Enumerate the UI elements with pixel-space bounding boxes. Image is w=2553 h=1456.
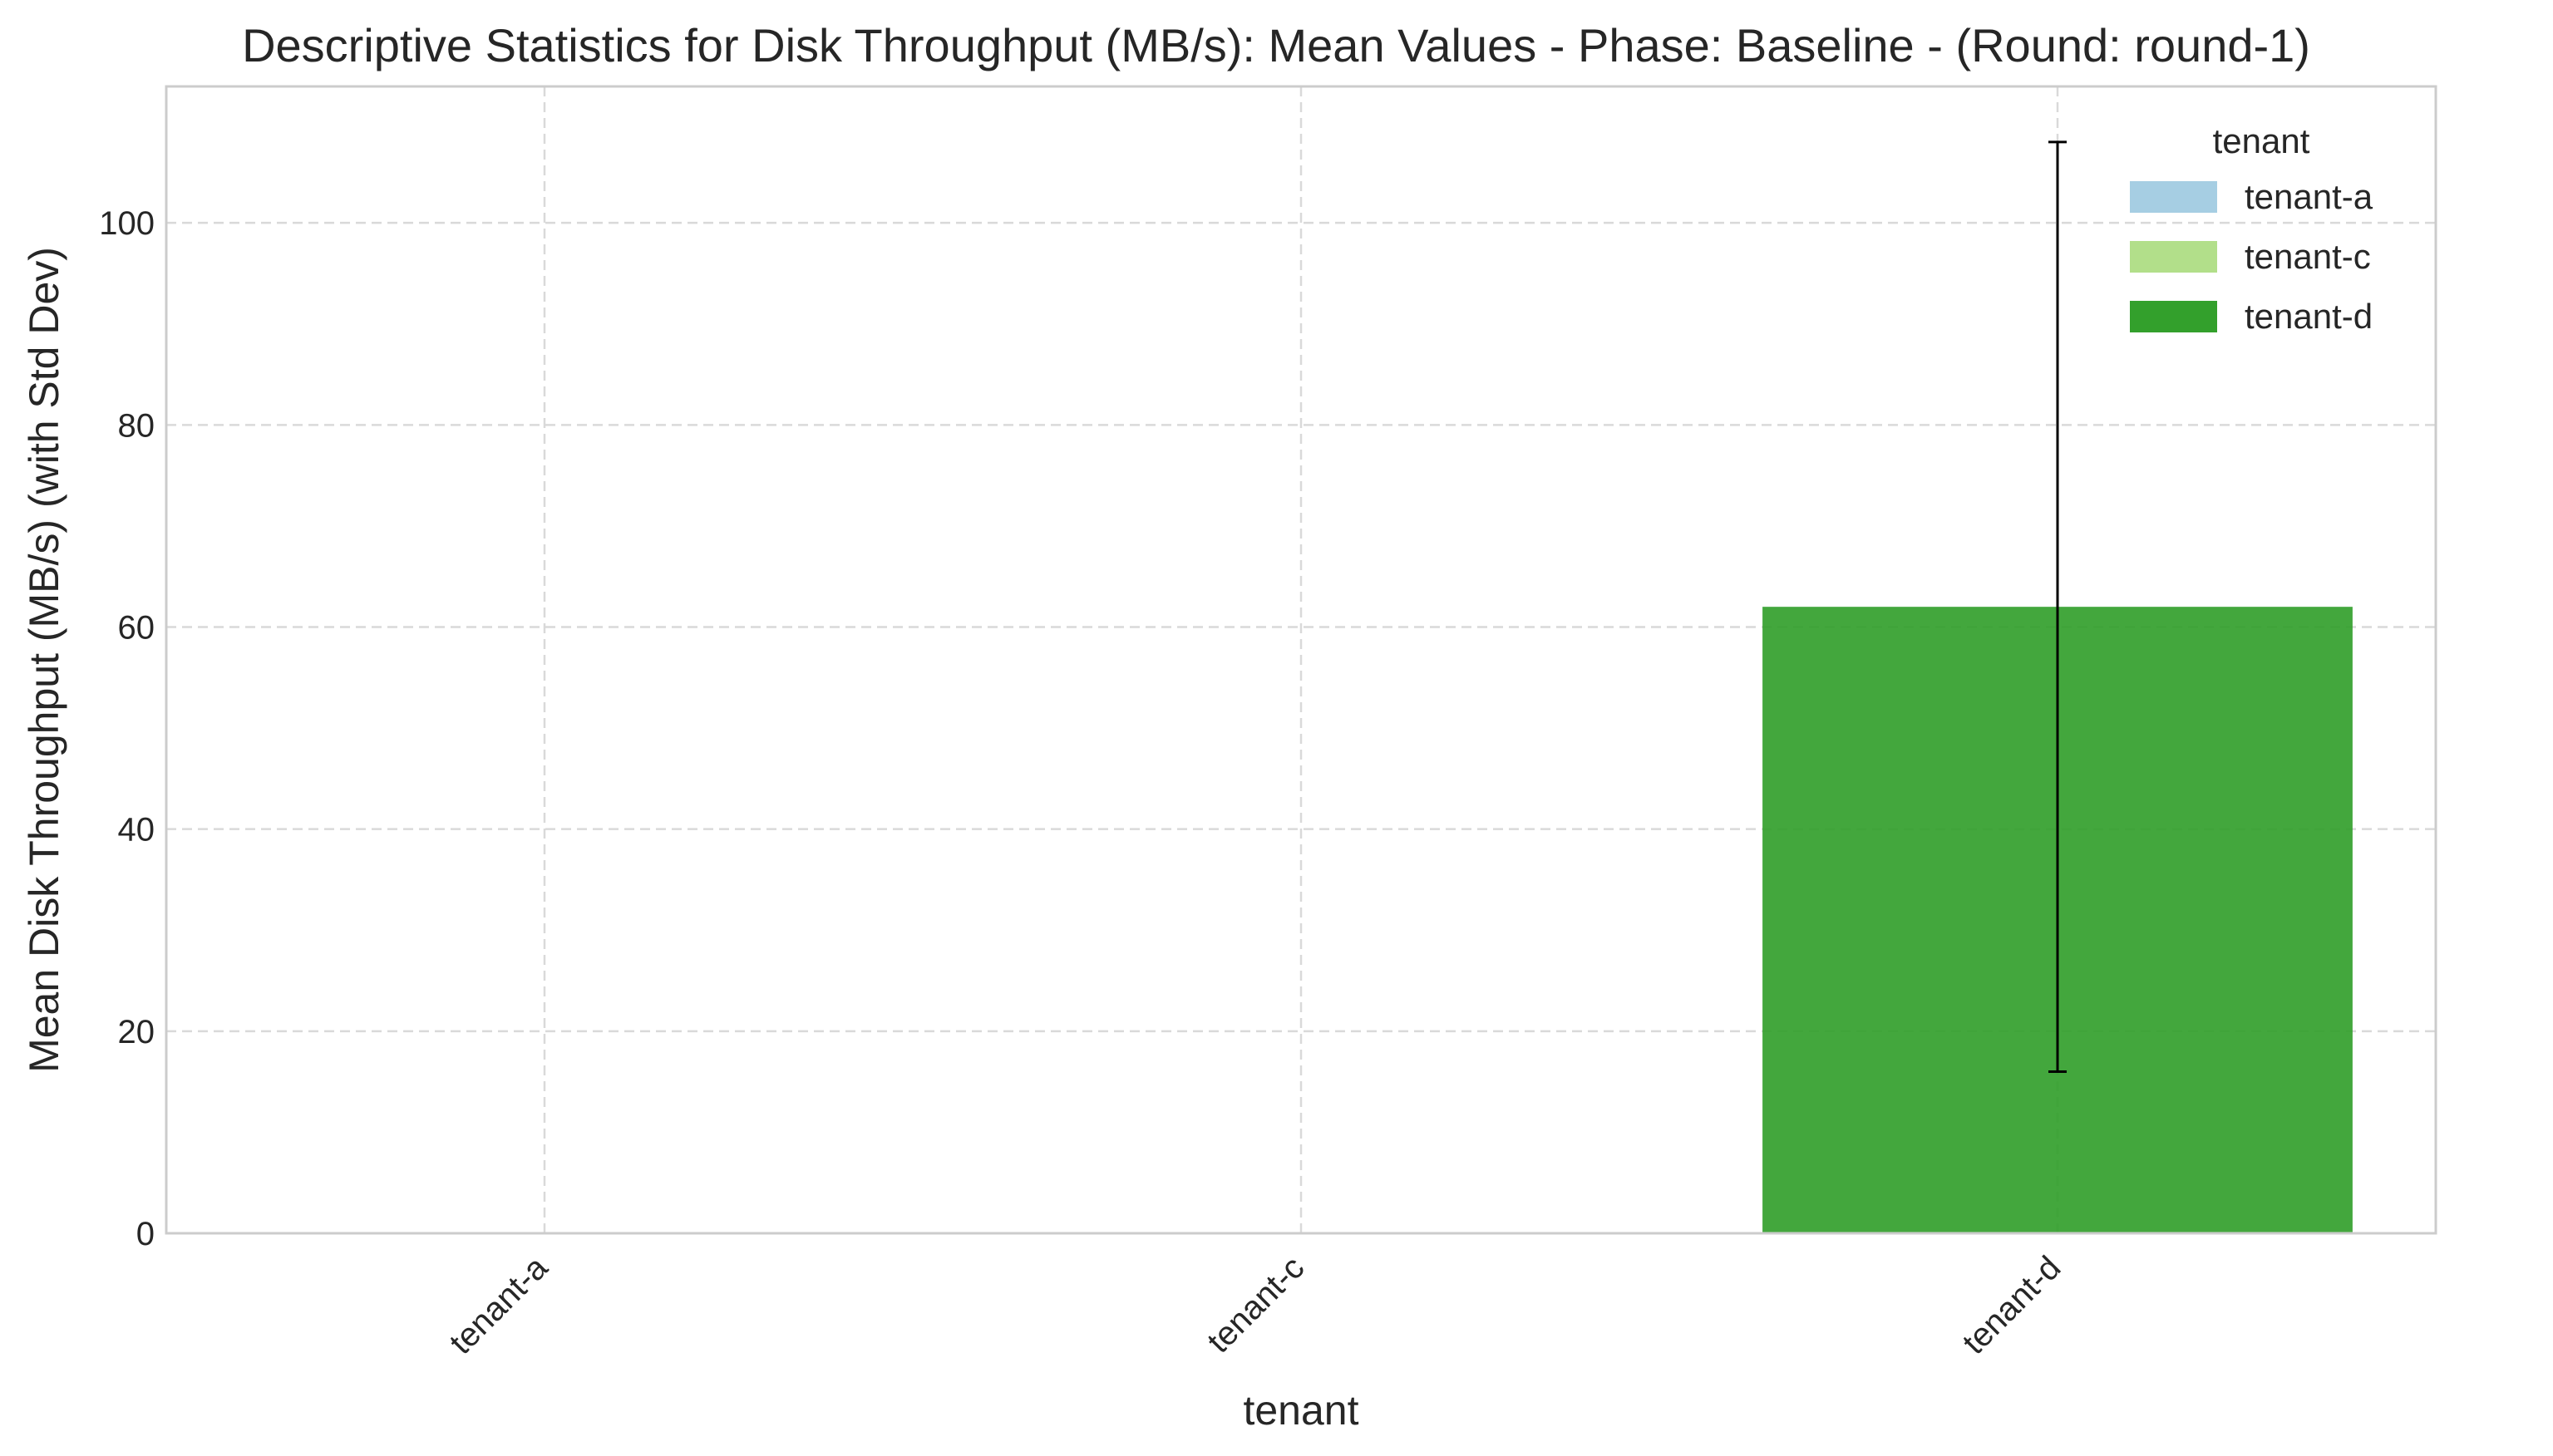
y-axis-ticks: 0 20 40 60 80 100 (99, 205, 155, 1252)
legend-title: tenant (2213, 121, 2310, 160)
legend-swatch-tenant-d (2130, 301, 2217, 332)
x-tick-label: tenant-c (1200, 1249, 1311, 1360)
x-tick-label: tenant-a (442, 1249, 554, 1361)
legend-label: tenant-a (2245, 177, 2373, 216)
legend: tenant tenant-a tenant-c tenant-d (2130, 121, 2373, 336)
y-axis-label: Mean Disk Throughput (MB/s) (with Std De… (21, 247, 67, 1073)
legend-label: tenant-d (2245, 297, 2373, 336)
error-bars (2048, 140, 2067, 1073)
legend-label: tenant-c (2245, 237, 2371, 276)
chart-title: Descriptive Statistics for Disk Throughp… (242, 19, 2310, 71)
x-tick-label: tenant-d (1955, 1249, 2068, 1361)
x-axis-label: tenant (1243, 1387, 1358, 1434)
legend-swatch-tenant-a (2130, 181, 2217, 213)
y-tick-label: 60 (118, 609, 155, 646)
legend-swatch-tenant-c (2130, 241, 2217, 273)
y-tick-label: 20 (118, 1014, 155, 1050)
plot-frame (165, 85, 2437, 1235)
y-tick-label: 100 (99, 205, 155, 242)
y-tick-label: 80 (118, 407, 155, 444)
y-tick-label: 0 (136, 1216, 155, 1252)
x-axis-ticks: tenant-a tenant-c tenant-d (442, 1249, 2068, 1361)
y-tick-label: 40 (118, 812, 155, 849)
